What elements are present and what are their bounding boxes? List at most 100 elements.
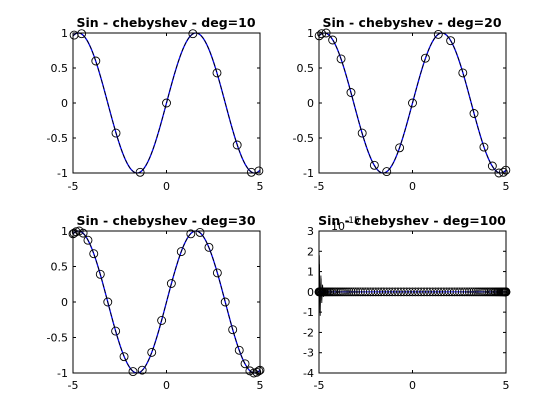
node-marker: [103, 297, 113, 307]
node-marker: [467, 287, 477, 297]
node-marker: [357, 128, 367, 138]
node-marker: [390, 287, 400, 297]
subplot-2-ticks: [318, 32, 507, 174]
node-marker: [425, 287, 435, 297]
interpolant-curve-dashed: [72, 230, 261, 374]
node-marker: [338, 287, 348, 297]
subplot-1-ytick-label: -1: [57, 167, 68, 180]
subplot-4-title: Sin - chebyshev - deg=100: [318, 213, 506, 228]
node-marker: [382, 167, 392, 177]
node-marker: [413, 287, 423, 297]
subplot-2-ytick-label: 0: [307, 97, 314, 110]
subplot-1-ytick-label: 0: [61, 97, 68, 110]
node-marker: [458, 68, 468, 78]
subplot-4-xtick-label: 5: [503, 379, 510, 392]
subplot-3-xtick-label: -5: [68, 379, 79, 392]
subplot-4-xtick-label: 0: [409, 379, 416, 392]
subplot-4-ytick-label: -4: [303, 367, 314, 380]
node-marker: [166, 279, 176, 288]
subplot-4-xtick-label: -5: [314, 379, 325, 392]
subplot-1-ytick-label: 0.5: [51, 62, 69, 75]
subplot-4-exponent-power: -15: [345, 216, 360, 226]
subplot-4-ytick-label: 2: [307, 245, 314, 258]
node-marker: [188, 29, 198, 39]
node-marker: [460, 287, 469, 297]
node-marker: [147, 347, 157, 357]
node-marker: [128, 367, 138, 377]
node-marker: [487, 161, 497, 171]
node-marker: [348, 287, 358, 297]
node-marker: [353, 287, 363, 297]
node-marker: [420, 53, 430, 63]
node-marker: [220, 297, 230, 307]
node-marker: [464, 287, 474, 297]
node-marker: [457, 287, 467, 297]
node-marker: [83, 235, 93, 245]
node-marker: [336, 54, 346, 64]
subplot-4-exponent-base: 10: [331, 220, 345, 233]
subplot-3-xtick-label: 0: [163, 379, 170, 392]
subplot-3-xtick-label: 5: [257, 379, 264, 392]
node-marker: [336, 287, 346, 297]
node-marker: [419, 287, 429, 297]
subplot-4-ytick-label: 0: [307, 286, 314, 299]
subplot-2-ytick-label: 1: [307, 27, 314, 40]
node-marker: [402, 287, 412, 297]
node-marker: [358, 287, 368, 297]
subplot-2-ytick-label: -1: [303, 167, 314, 180]
node-marker: [408, 98, 417, 108]
subplot-3-title: Sin - chebyshev - deg=30: [76, 213, 255, 228]
node-marker: [157, 316, 167, 325]
node-marker: [396, 287, 406, 297]
node-marker: [78, 228, 88, 238]
subplot-1-xtick-label: -5: [68, 180, 79, 193]
node-marker: [111, 326, 121, 336]
subplot-2-title: Sin - chebyshev - deg=20: [322, 15, 501, 30]
node-marker: [356, 287, 365, 297]
subplot-3-ytick-label: -0.5: [47, 332, 68, 345]
subplot-1-xtick-label: 5: [257, 180, 264, 193]
subplot-4-axes-box: [318, 230, 507, 374]
error-oscillation: [318, 255, 327, 316]
node-marker: [395, 143, 405, 153]
node-marker: [475, 287, 485, 297]
subplot-1-ytick-label: 1: [61, 27, 68, 40]
subplot-1-xtick-label: 0: [163, 180, 170, 193]
node-marker: [176, 247, 186, 257]
subplot-1-ytick-label: -0.5: [47, 132, 68, 145]
subplot-1-title: Sin - chebyshev - deg=10: [76, 15, 255, 30]
subplot-2-plot: [314, 28, 511, 178]
node-marker: [137, 365, 147, 375]
node-marker: [162, 98, 171, 108]
node-marker: [471, 287, 481, 297]
subplot-4: Sin - chebyshev - deg=100 10 -15 -5 0 5 …: [303, 213, 511, 392]
subplot-1-plot: [69, 29, 264, 177]
subplot-3-plot: [68, 226, 265, 378]
node-marker: [405, 287, 414, 297]
node-marker: [360, 287, 370, 297]
node-marker: [95, 269, 105, 279]
node-marker: [346, 88, 356, 97]
node-marker: [422, 287, 432, 297]
subplot-2-xtick-label: -5: [314, 180, 325, 193]
subplot-3-ytick-label: 1: [61, 225, 68, 238]
subplot-2-ytick-label: -0.5: [293, 132, 314, 145]
node-marker: [77, 29, 87, 39]
node-marker: [498, 167, 508, 177]
node-marker: [254, 166, 264, 176]
node-marker: [204, 242, 214, 252]
node-marker: [416, 287, 426, 297]
node-marker: [436, 287, 446, 297]
subplot-3: Sin - chebyshev - deg=30 -5 0 5 -1 -0.5 …: [47, 213, 265, 392]
subplot-3-ytick-label: -1: [57, 367, 68, 380]
subplot-3-ticks: [72, 230, 261, 374]
node-marker: [232, 140, 242, 150]
node-marker: [340, 287, 350, 297]
subplot-4-plot: [314, 255, 511, 316]
node-marker: [462, 287, 472, 297]
node-marker: [408, 287, 417, 297]
node-marker: [433, 287, 443, 297]
node-marker: [363, 287, 373, 297]
node-marker: [228, 325, 238, 335]
node-marker: [473, 287, 483, 297]
